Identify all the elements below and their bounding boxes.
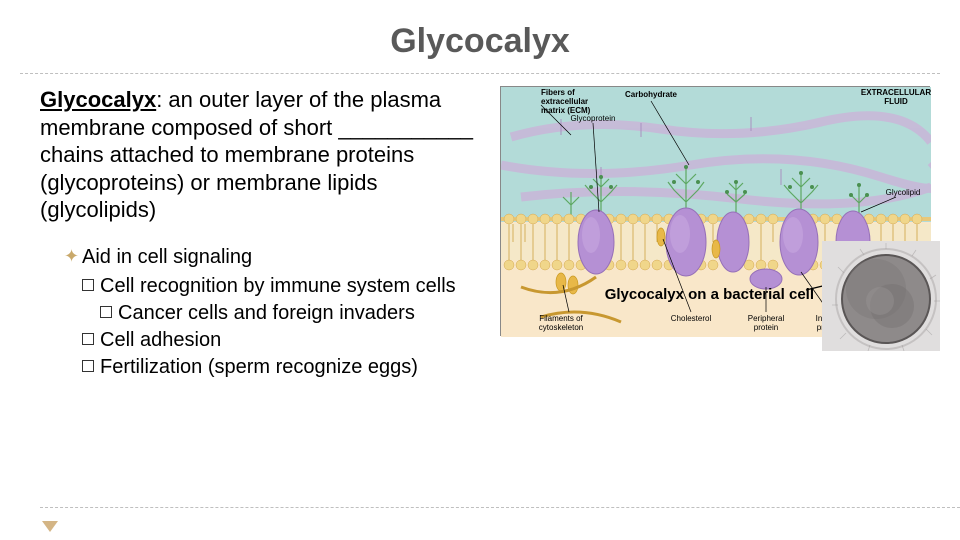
label-ecm: Fibers ofextracellularmatrix (ECM) xyxy=(541,89,590,115)
bullet-main: ✦ Aid in cell signaling xyxy=(64,244,480,271)
sub-bullet-text: Fertilization (sperm recognize eggs) xyxy=(100,354,418,381)
label-glycolipid: Glycolipid xyxy=(886,189,921,198)
bullet-list: ✦ Aid in cell signaling Cell recognition… xyxy=(40,244,480,381)
term: Glycocalyx xyxy=(40,87,156,112)
label-carbohydrate: Carbohydrate xyxy=(625,91,677,100)
sub-bullet: Cell recognition by immune system cells xyxy=(82,273,480,300)
label-glycoprotein: Glycoprotein xyxy=(571,115,616,124)
bacterial-micrograph xyxy=(822,241,940,351)
bacterial-caption: Glycocalyx on a bacterial cell xyxy=(605,286,814,305)
label-extracellular: EXTRACELLULARFLUID xyxy=(861,89,931,107)
checkbox-icon xyxy=(100,306,112,318)
triangle-icon xyxy=(42,521,58,532)
sub-bullet-text: Cell adhesion xyxy=(100,327,221,354)
sub2-bullet: Cancer cells and foreign invaders xyxy=(100,300,480,327)
sub-bullet: Cell adhesion xyxy=(82,327,480,354)
bullet-main-text: Aid in cell signaling xyxy=(82,244,252,271)
bullet-icon: ✦ xyxy=(64,244,82,268)
sub-bullet-text: Cell recognition by immune system cells xyxy=(100,273,456,300)
label-filaments: Filaments ofcytoskeleton xyxy=(539,315,583,333)
checkbox-icon xyxy=(82,279,94,291)
sub2-list: Cancer cells and foreign invaders xyxy=(82,300,480,327)
definition-text: Glycocalyx: an outer layer of the plasma… xyxy=(40,86,480,224)
image-column: Fibers ofextracellularmatrix (ECM) Carbo… xyxy=(500,86,940,381)
sub2-text: Cancer cells and foreign invaders xyxy=(118,300,415,327)
checkbox-icon xyxy=(82,360,94,372)
bacterial-panel: Glycocalyx on a bacterial cell xyxy=(605,241,940,351)
content-area: Glycocalyx: an outer layer of the plasma… xyxy=(0,74,960,381)
text-column: Glycocalyx: an outer layer of the plasma… xyxy=(40,86,500,381)
checkbox-icon xyxy=(82,333,94,345)
slide-title: Glycocalyx xyxy=(0,0,960,73)
bottom-divider xyxy=(40,507,960,508)
bacterial-caption-text: Glycocalyx on a bacterial cell xyxy=(605,286,814,303)
sub-bullet-list: Cell recognition by immune system cells … xyxy=(64,273,480,381)
sub-bullet: Fertilization (sperm recognize eggs) xyxy=(82,354,480,381)
